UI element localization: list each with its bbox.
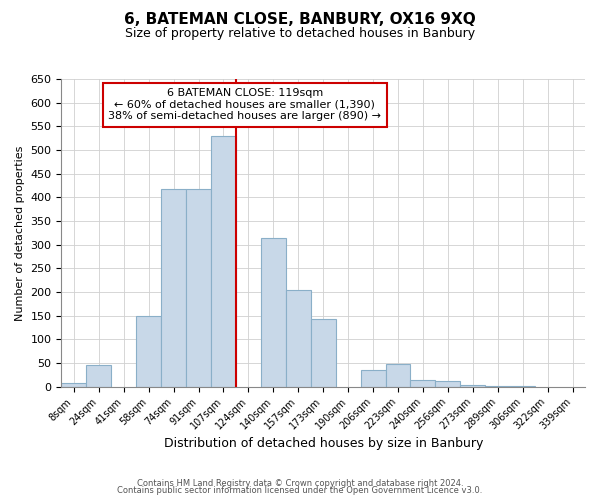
Text: Size of property relative to detached houses in Banbury: Size of property relative to detached ho… xyxy=(125,28,475,40)
Bar xyxy=(86,366,111,387)
Y-axis label: Number of detached properties: Number of detached properties xyxy=(15,145,25,320)
Bar xyxy=(61,383,86,387)
Bar xyxy=(186,189,211,387)
Text: 6, BATEMAN CLOSE, BANBURY, OX16 9XQ: 6, BATEMAN CLOSE, BANBURY, OX16 9XQ xyxy=(124,12,476,28)
Bar xyxy=(485,386,510,387)
Bar xyxy=(311,319,335,387)
Bar xyxy=(261,238,286,387)
Bar xyxy=(161,189,186,387)
Bar xyxy=(286,290,311,387)
Bar xyxy=(361,370,386,387)
Text: Contains public sector information licensed under the Open Government Licence v3: Contains public sector information licen… xyxy=(118,486,482,495)
Bar xyxy=(410,380,436,387)
X-axis label: Distribution of detached houses by size in Banbury: Distribution of detached houses by size … xyxy=(164,437,483,450)
Text: 6 BATEMAN CLOSE: 119sqm
← 60% of detached houses are smaller (1,390)
38% of semi: 6 BATEMAN CLOSE: 119sqm ← 60% of detache… xyxy=(108,88,381,122)
Text: Contains HM Land Registry data © Crown copyright and database right 2024.: Contains HM Land Registry data © Crown c… xyxy=(137,478,463,488)
Bar xyxy=(136,316,161,387)
Bar xyxy=(386,364,410,387)
Bar xyxy=(510,386,535,387)
Bar xyxy=(436,381,460,387)
Bar xyxy=(211,136,236,387)
Bar xyxy=(460,386,485,387)
